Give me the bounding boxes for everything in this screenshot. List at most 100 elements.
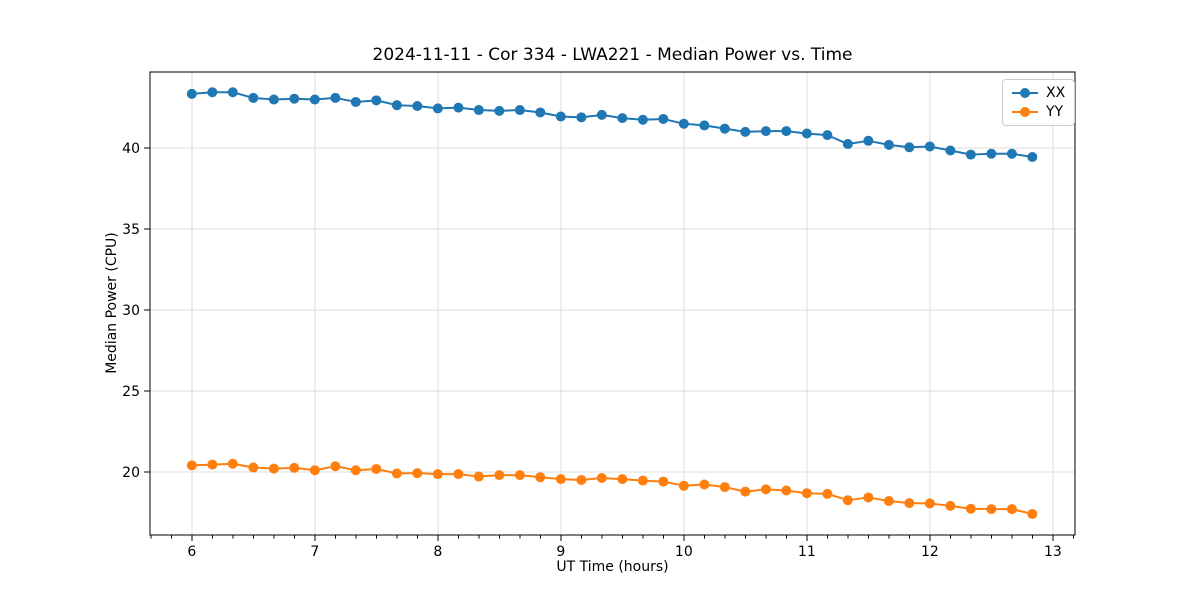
- series-yy-point: [617, 474, 628, 485]
- series-yy-point: [227, 458, 238, 469]
- series-xx-point: [289, 93, 300, 104]
- series-xx-point: [965, 149, 976, 160]
- legend-item-xx: XX: [1011, 86, 1065, 100]
- series-yy-point: [719, 482, 730, 493]
- series-xx-point: [432, 103, 443, 114]
- series-yy-point: [658, 476, 669, 487]
- series-xx-point: [781, 126, 792, 137]
- series-xx-point: [350, 96, 361, 107]
- series-yy-point: [309, 465, 320, 476]
- series-yy-point: [986, 504, 997, 515]
- series-yy-point: [822, 488, 833, 499]
- series-xx-point: [986, 148, 997, 159]
- legend: XX YY: [1002, 79, 1076, 126]
- series-xx-point: [371, 95, 382, 106]
- series-xx-point: [309, 94, 320, 105]
- series-yy-point: [289, 462, 300, 473]
- y-tick-label: 20: [122, 465, 140, 481]
- series-xx-point: [945, 145, 956, 156]
- series-yy-point: [371, 463, 382, 474]
- series-yy-point: [330, 461, 341, 472]
- series-yy-point: [740, 486, 751, 497]
- y-axis-label: Median Power (CPU): [104, 232, 120, 374]
- series-yy-point: [473, 471, 484, 482]
- series-xx-point: [596, 109, 607, 120]
- series-xx-point: [658, 113, 669, 124]
- legend-item-yy: YY: [1011, 105, 1065, 119]
- series-yy-point: [248, 462, 259, 473]
- x-tick-label: 7: [310, 544, 319, 560]
- x-tick-label: 11: [798, 544, 816, 560]
- series-xx-point: [822, 130, 833, 141]
- x-tick-label: 10: [675, 544, 693, 560]
- series-yy-point: [535, 472, 546, 483]
- series-yy-point: [412, 468, 423, 479]
- series-yy-point: [678, 480, 689, 491]
- series-yy-point: [945, 500, 956, 511]
- series-yy-point: [904, 498, 915, 509]
- series-xx-point: [576, 112, 587, 123]
- series-xx-point: [740, 126, 751, 137]
- series-yy-point: [207, 459, 218, 470]
- series-xx-point: [1027, 151, 1038, 162]
- axes-spines: [149, 71, 1076, 536]
- series-yy-point: [883, 496, 894, 507]
- series-xx-point: [924, 141, 935, 152]
- legend-item-label: XX: [1046, 85, 1066, 101]
- series-yy-point: [186, 460, 197, 471]
- series-xx-point: [514, 105, 525, 116]
- series-xx-point: [186, 88, 197, 99]
- series-yy-point: [965, 503, 976, 514]
- series-yy-point: [1006, 504, 1017, 515]
- series-yy-point: [1027, 508, 1038, 519]
- y-tick-label: 25: [122, 384, 140, 400]
- series-xx-point: [494, 105, 505, 116]
- series-xx-point: [268, 94, 279, 105]
- series-yy-point: [268, 463, 279, 474]
- series-xx-point: [227, 87, 238, 98]
- series-yy-point: [514, 470, 525, 481]
- chart-title: 2024-11-11 - Cor 334 - LWA221 - Median P…: [372, 45, 853, 65]
- series-xx-point: [1006, 148, 1017, 159]
- series-yy-point: [555, 474, 566, 485]
- x-tick-label: 8: [433, 544, 442, 560]
- y-tick-label: 30: [122, 303, 140, 319]
- series-yy-point: [596, 473, 607, 484]
- legend-line-sample-xx: [1012, 88, 1038, 98]
- series-xx-point: [760, 126, 771, 137]
- series-xx-point: [248, 92, 259, 103]
- series-xx-point: [719, 123, 730, 134]
- legend-item-label: YY: [1046, 104, 1064, 120]
- series-xx-point: [555, 111, 566, 122]
- x-tick-label: 9: [556, 544, 565, 560]
- series-xx-point: [330, 92, 341, 103]
- series-yy-point: [781, 485, 792, 496]
- series-yy-point: [637, 475, 648, 486]
- y-tick-label: 35: [122, 222, 140, 238]
- series-yy-point: [842, 495, 853, 506]
- series-yy-point: [576, 474, 587, 485]
- series-xx-point: [904, 142, 915, 153]
- series-xx-point: [699, 120, 710, 131]
- series-yy-point: [350, 465, 361, 476]
- series-yy-point: [453, 469, 464, 480]
- x-tick-label: 12: [921, 544, 939, 560]
- series-xx-point: [842, 139, 853, 150]
- series-yy-point: [494, 470, 505, 481]
- series-yy-point: [863, 492, 874, 503]
- series-xx-point: [637, 114, 648, 125]
- series-yy-point: [801, 488, 812, 499]
- series-yy-point: [391, 468, 402, 479]
- series-yy-point: [924, 498, 935, 509]
- series-xx-point: [883, 139, 894, 150]
- series-xx-point: [391, 100, 402, 111]
- series-xx-point: [617, 113, 628, 124]
- x-tick-label: 6: [187, 544, 196, 560]
- series-xx-point: [863, 135, 874, 146]
- series-yy-point: [699, 479, 710, 490]
- series-xx-point: [473, 105, 484, 116]
- legend-line-sample-yy: [1012, 107, 1038, 117]
- series-xx-point: [535, 107, 546, 118]
